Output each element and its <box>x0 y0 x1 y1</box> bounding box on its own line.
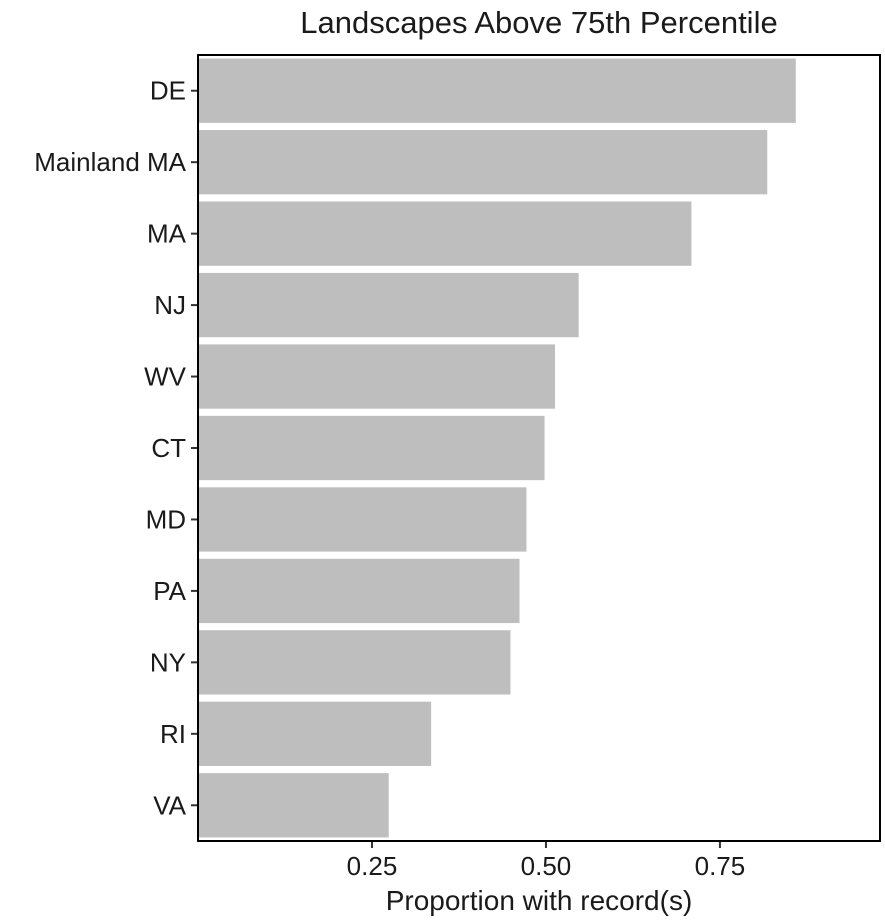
y-tick-label: CT <box>151 433 186 463</box>
bar-ny <box>199 630 511 695</box>
bar-pa <box>199 558 520 624</box>
y-tick-label: Mainland MA <box>34 147 186 177</box>
y-axis: DE Mainland MA MA NJ WV CT MD PA NY RI VA <box>34 76 198 820</box>
x-axis-title: Proportion with record(s) <box>386 885 693 916</box>
y-tick-label: DE <box>150 76 186 106</box>
bar-ri <box>199 701 432 766</box>
bar-md <box>199 487 527 552</box>
x-axis: 0.25 0.50 0.75 <box>347 841 746 881</box>
x-tick-label: 0.50 <box>521 851 572 881</box>
bar-mainland-ma <box>199 130 768 195</box>
x-tick-label: 0.25 <box>347 851 398 881</box>
bars-group <box>199 58 796 838</box>
bar-ma <box>199 201 692 266</box>
y-tick-label: MA <box>147 219 187 249</box>
chart-title: Landscapes Above 75th Percentile <box>300 5 777 40</box>
bar-de <box>199 58 796 123</box>
y-tick-label: NJ <box>154 290 186 320</box>
bar-nj <box>199 272 579 338</box>
bar-va <box>199 773 389 838</box>
y-tick-label: MD <box>146 504 186 534</box>
bar-wv <box>199 344 556 409</box>
y-tick-label: RI <box>160 719 186 749</box>
y-tick-label: NY <box>150 647 186 677</box>
y-tick-label: PA <box>153 576 186 606</box>
y-tick-label: VA <box>153 790 186 820</box>
plot-panel-border <box>197 54 881 842</box>
x-tick-label: 0.75 <box>695 851 746 881</box>
y-tick-label: WV <box>144 362 187 392</box>
bar-ct <box>199 415 545 481</box>
